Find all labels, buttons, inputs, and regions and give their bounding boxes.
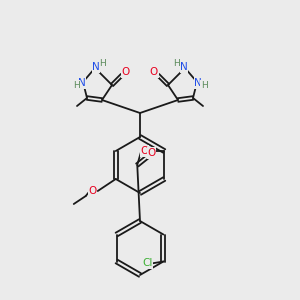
Text: O: O bbox=[88, 186, 97, 196]
Text: O: O bbox=[150, 67, 158, 77]
Text: O: O bbox=[140, 146, 148, 156]
Text: H: H bbox=[73, 80, 80, 89]
Text: N: N bbox=[194, 78, 202, 88]
Text: O: O bbox=[147, 148, 155, 158]
Text: N: N bbox=[78, 78, 86, 88]
Text: H: H bbox=[201, 80, 207, 89]
Text: N: N bbox=[92, 62, 100, 72]
Text: N: N bbox=[180, 62, 188, 72]
Text: Cl: Cl bbox=[142, 259, 153, 269]
Text: O: O bbox=[122, 67, 130, 77]
Text: H: H bbox=[100, 58, 106, 68]
Text: H: H bbox=[174, 58, 180, 68]
